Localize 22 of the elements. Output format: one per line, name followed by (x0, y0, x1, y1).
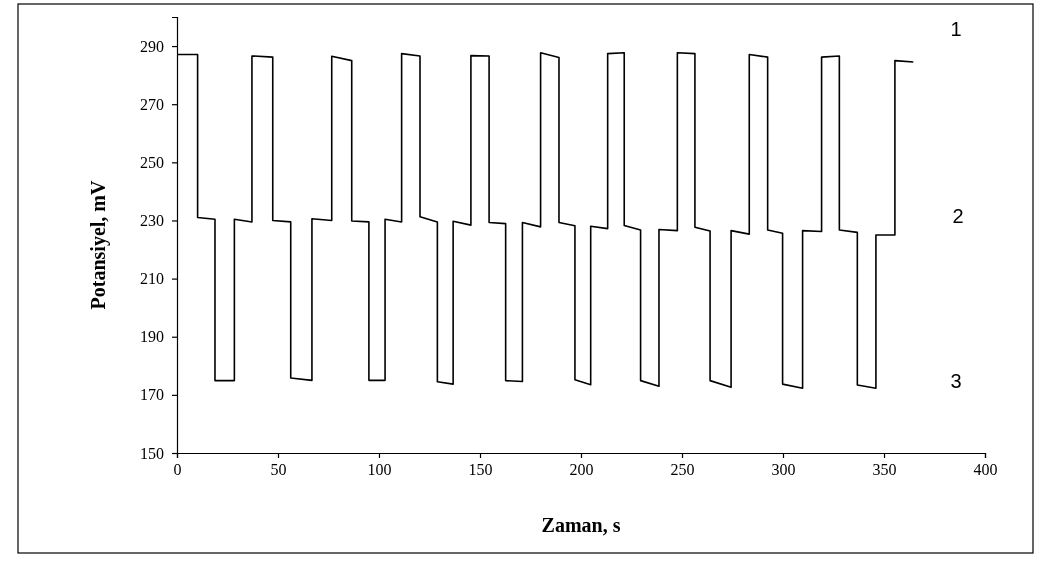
annotation: 2 (952, 205, 964, 228)
x-tick-label: 200 (569, 461, 594, 479)
y-tick-label: 290 (140, 37, 164, 55)
y-tick-label: 230 (140, 212, 164, 230)
y-tick-label: 150 (140, 444, 164, 462)
x-tick-label: 400 (973, 461, 998, 479)
annotation: 1 (950, 18, 962, 41)
x-axis-title: Zaman, s (541, 514, 621, 536)
y-tick-label: 170 (140, 386, 164, 404)
x-tick-label: 350 (872, 461, 897, 479)
y-tick-label: 250 (140, 153, 164, 171)
y-tick-label: 270 (140, 95, 164, 113)
x-tick-label: 250 (670, 461, 695, 479)
x-tick-label: 50 (270, 461, 287, 479)
annotation: 3 (950, 370, 962, 393)
y-axis-title: Potansiyel, mV (87, 180, 110, 310)
x-tick-label: 150 (468, 461, 493, 479)
x-tick-label: 0 (173, 461, 182, 479)
x-tick-label: 300 (771, 461, 796, 479)
x-tick-label: 100 (367, 461, 392, 479)
y-tick-label: 190 (140, 328, 164, 346)
y-tick-label: 210 (140, 270, 164, 288)
